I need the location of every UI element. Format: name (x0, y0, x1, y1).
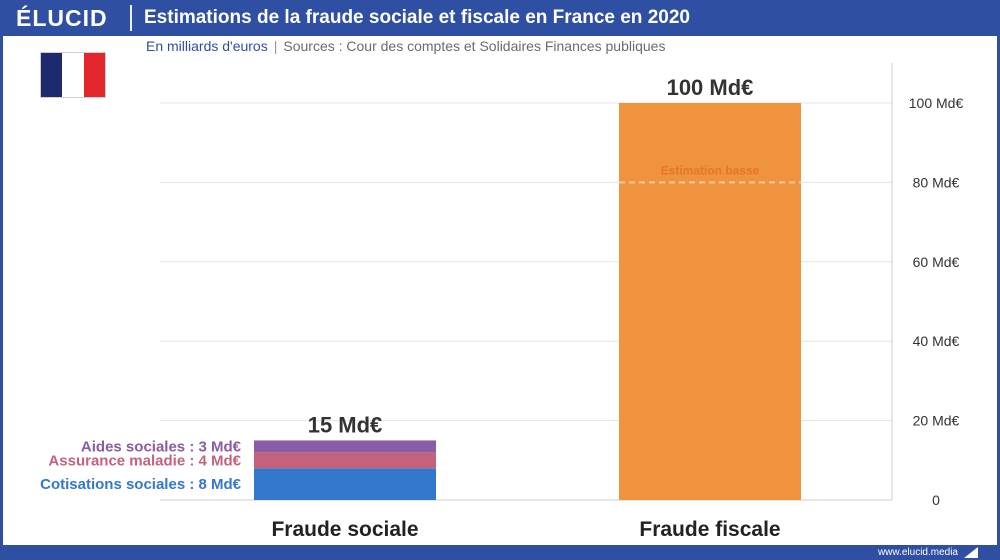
bar-segment (254, 452, 436, 469)
flag-stripe-blue (41, 53, 63, 97)
y-tick-label: 20 Md€ (913, 413, 960, 429)
flag-stripe-red (83, 53, 105, 97)
brand-mark-icon (964, 547, 978, 558)
bar-segment (254, 440, 436, 453)
total-label: 15 Md€ (308, 412, 383, 437)
y-tick-label: 40 Md€ (913, 333, 960, 349)
total-label: 100 Md€ (667, 75, 754, 100)
y-tick-label: 0 (932, 492, 940, 508)
chart-title: Estimations de la fraude sociale et fisc… (144, 7, 690, 28)
footer-bar: www.elucid.media (0, 545, 1000, 560)
y-tick-label: 80 Md€ (913, 174, 960, 190)
header-bar: ÉLUCID Estimations de la fraude sociale … (0, 0, 1000, 36)
france-flag-icon (40, 52, 106, 98)
bar-segment (254, 468, 436, 500)
unit-label: En milliards d'euros (146, 38, 268, 54)
flag-stripe-white (62, 53, 84, 97)
series-label: Cotisations sociales : 8 Md€ (40, 476, 242, 493)
series-label: Assurance maladie : 4 Md€ (48, 452, 241, 469)
header-divider (130, 5, 132, 31)
annotation-label: Estimation basse (661, 163, 760, 177)
y-tick-label: 100 Md€ (909, 95, 964, 111)
category-label: Fraude sociale (271, 518, 418, 541)
subtitle-separator: | (273, 38, 278, 54)
brand-logo: ÉLUCID (16, 4, 108, 31)
chart-subtitle: En milliards d'euros | Sources : Cour des … (146, 38, 665, 54)
footer-url[interactable]: www.elucid.media (877, 547, 958, 558)
category-label: Fraude fiscale (639, 518, 780, 541)
sources-label: Sources : Cour des comptes et Solidaires… (283, 38, 666, 54)
bar-segment (619, 103, 801, 500)
series-label: Aides sociales : 3 Md€ (81, 438, 242, 455)
y-tick-label: 60 Md€ (913, 254, 960, 270)
